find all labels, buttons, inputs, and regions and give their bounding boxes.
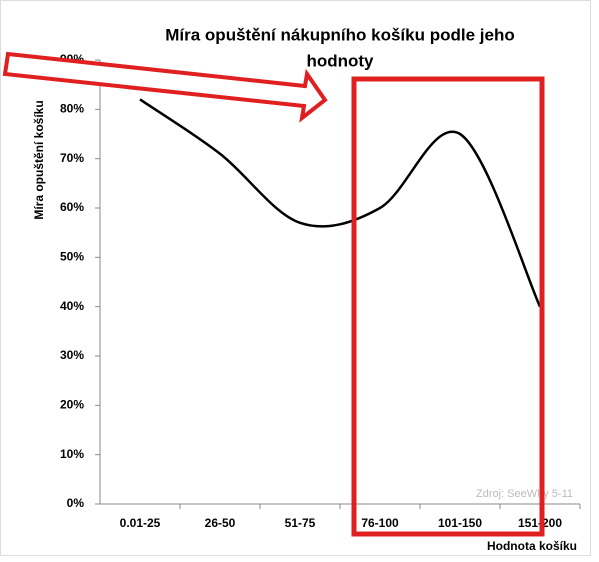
y-axis-title: Míra opuštění košíku	[32, 100, 46, 219]
chart-title: Míra opuštění nákupního košíku podle jeh…	[165, 25, 514, 44]
x-axis-title: Hodnota košíku	[487, 539, 577, 553]
y-tick-label: 30%	[60, 348, 84, 362]
x-tick-label: 101-150	[438, 516, 482, 530]
y-tick-label: 40%	[60, 299, 84, 313]
y-tick-label: 20%	[60, 398, 84, 412]
y-tick-label: 50%	[60, 250, 84, 264]
data-line	[139, 98, 542, 308]
y-tick-label: 70%	[60, 151, 84, 165]
y-tick-label: 80%	[60, 102, 84, 116]
x-tick-label: 51-75	[285, 516, 316, 530]
x-tick-label: 26-50	[205, 516, 236, 530]
y-tick-label: 60%	[60, 200, 84, 214]
x-tick-label: 76-100	[361, 516, 399, 530]
source-note: Zdroj: SeeWhy 5-11	[476, 488, 573, 500]
y-tick-label: 10%	[60, 447, 84, 461]
chart-title: hodnoty	[306, 51, 374, 70]
y-tick-label: 0%	[67, 496, 85, 510]
x-tick-label: 0.01-25	[120, 516, 161, 530]
annotation-arrow	[2, 51, 328, 123]
highlight-box	[351, 76, 545, 537]
